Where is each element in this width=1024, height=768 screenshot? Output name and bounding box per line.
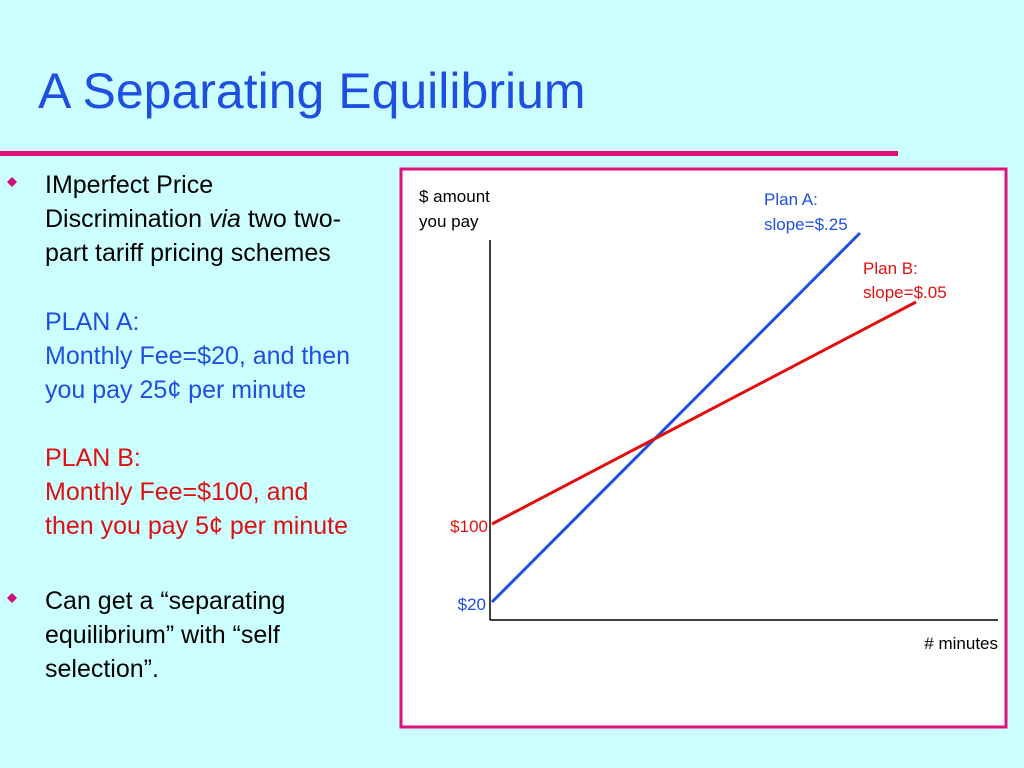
plan-text: Monthly Fee=$100, and — [45, 478, 308, 506]
plan-text: Monthly Fee=$20, and then — [45, 342, 350, 370]
line-label: Plan A: — [764, 190, 818, 209]
title: A Separating Equilibrium — [38, 63, 586, 119]
plan-text: then you pay 5¢ per minute — [45, 512, 348, 540]
intercept-label: $100 — [450, 517, 488, 536]
text: two two- — [241, 205, 341, 233]
plan-text: you pay 25¢ per minute — [45, 376, 306, 404]
bullet-text: selection”. — [45, 655, 159, 683]
plan-b-line — [491, 300, 917, 526]
bullet-marker — [7, 177, 17, 187]
plan-heading: PLAN A: — [45, 308, 140, 336]
axis-label: # minutes — [924, 634, 998, 653]
bullet-text: IMperfect Price — [45, 171, 213, 199]
italic-text: via — [209, 205, 241, 233]
plan-heading: PLAN B: — [45, 444, 141, 472]
line-label: slope=$.25 — [764, 215, 848, 234]
bullet-text: equilibrium” with “self — [45, 621, 280, 649]
line-label: slope=$.05 — [863, 283, 947, 302]
bullet-text: Can get a “separating — [45, 587, 285, 615]
bullet-text: Discrimination via two two- — [45, 205, 341, 233]
text: Discrimination — [45, 205, 209, 233]
bullet-text: part tariff pricing schemes — [45, 239, 331, 267]
intercept-label: $20 — [458, 595, 486, 614]
title-rule — [0, 151, 898, 156]
bullet-marker — [7, 593, 17, 603]
axis-label: $ amount — [419, 187, 490, 206]
line-label: Plan B: — [863, 259, 918, 278]
plan-a-line — [490, 231, 862, 604]
diagram-frame — [399, 167, 1008, 729]
axis-label: you pay — [419, 212, 479, 231]
